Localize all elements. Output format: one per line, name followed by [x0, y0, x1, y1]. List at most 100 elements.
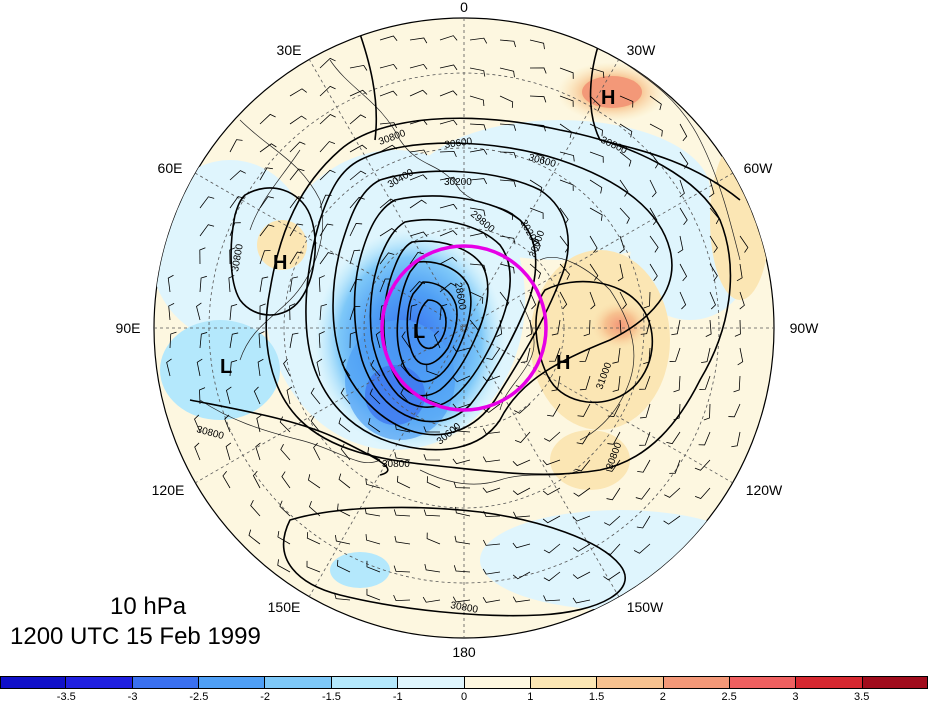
wind-barb	[606, 487, 621, 501]
colorbar-segment	[331, 676, 399, 689]
wind-barb	[338, 417, 351, 433]
wind-barb	[222, 470, 231, 489]
wind-barb	[349, 331, 357, 349]
wind-barb	[542, 459, 561, 466]
wind-barb	[367, 447, 381, 461]
wind-barb	[737, 347, 744, 366]
wind-barb	[229, 170, 246, 181]
wind-barb	[559, 263, 571, 280]
wind-barb	[349, 114, 367, 125]
wind-barb	[424, 563, 441, 573]
wind-barb	[194, 442, 201, 461]
pressure-systems: H H L L H	[220, 87, 615, 378]
wind-barb	[612, 347, 621, 364]
wind-barb	[499, 151, 517, 159]
contour-label: 30200	[444, 177, 472, 188]
wind-barb	[529, 67, 547, 74]
contour-label: 30800	[382, 459, 410, 470]
wind-barb	[619, 235, 625, 254]
wind-barb	[452, 458, 471, 465]
wind-barb	[393, 565, 411, 573]
wind-barb	[316, 358, 323, 377]
wind-barb	[604, 515, 621, 526]
wind-barb	[664, 487, 681, 498]
wind-barb	[633, 543, 651, 554]
wind-barb	[469, 263, 487, 272]
wind-barb	[526, 319, 533, 338]
wind-barb	[226, 386, 232, 405]
wind-barb	[709, 235, 718, 253]
wind-barb	[422, 596, 441, 603]
wind-barb	[289, 141, 306, 153]
wind-barb	[499, 123, 517, 131]
wind-barb	[543, 431, 561, 442]
wind-barb	[452, 375, 471, 383]
wind-barb	[579, 375, 591, 391]
wind-barb	[612, 375, 621, 392]
wind-barb	[439, 119, 458, 126]
wind-barb	[731, 431, 741, 448]
wind-barb	[603, 571, 621, 581]
wind-barb	[319, 169, 336, 181]
wind-barb	[529, 263, 542, 279]
contour-label: 30800	[449, 600, 479, 616]
wind-barb	[669, 459, 681, 474]
wind-barb	[673, 375, 681, 393]
wind-barb	[349, 64, 368, 71]
colorbar-tick-label: -3	[127, 691, 138, 703]
wind-barb	[194, 414, 201, 433]
colorbar-segment	[862, 676, 928, 689]
wind-barb	[542, 515, 561, 524]
wind-barb	[409, 252, 424, 265]
lon-label-150w: 150W	[627, 599, 664, 615]
wind-barb	[482, 597, 501, 603]
lon-label-60e: 60E	[158, 160, 183, 176]
wind-barb	[199, 196, 215, 209]
wind-barb	[649, 95, 662, 111]
wind-barb	[229, 304, 238, 321]
wind-barb	[663, 515, 681, 525]
wind-barb	[379, 122, 398, 129]
wind-barb	[199, 387, 206, 405]
wind-barb	[280, 443, 291, 461]
wind-barb	[483, 403, 501, 413]
wind-barb	[319, 114, 336, 125]
wind-barb	[701, 347, 711, 364]
high-marker: H	[556, 352, 570, 374]
wind-barb	[409, 37, 428, 44]
wind-barb	[259, 276, 269, 293]
lon-label-30e: 30E	[277, 42, 302, 58]
contour-label: 30600	[444, 136, 474, 151]
wind-barb	[289, 196, 305, 209]
wind-barb	[394, 535, 411, 545]
wind-barb	[469, 123, 487, 131]
wind-barb	[589, 235, 598, 254]
wind-barb	[734, 319, 741, 337]
colorbar-segment	[265, 676, 332, 689]
wind-barb	[379, 252, 395, 265]
wind-barb	[469, 95, 485, 107]
wind-barb	[199, 275, 207, 293]
lon-label-60w: 60W	[744, 160, 774, 176]
wind-barb	[319, 303, 327, 321]
wind-barb	[366, 560, 381, 573]
wind-barb	[499, 263, 515, 274]
wind-barb	[699, 375, 711, 390]
wind-barb	[583, 319, 591, 337]
wind-barb	[369, 388, 381, 405]
wind-barb	[258, 331, 265, 349]
wind-barb	[409, 63, 428, 70]
lon-label-90w: 90W	[790, 320, 820, 336]
wind-barb	[319, 57, 336, 69]
wind-barb	[335, 535, 351, 545]
wind-barb	[542, 487, 561, 496]
lon-label-120w: 120W	[746, 482, 783, 498]
wind-barb	[575, 459, 591, 472]
wind-barb	[286, 386, 293, 405]
wind-barb	[394, 452, 411, 461]
wind-barb	[469, 148, 488, 155]
wind-barb	[512, 596, 531, 603]
wind-barb	[349, 144, 368, 153]
wind-barb	[439, 203, 458, 210]
contour-label: 28600	[452, 282, 468, 312]
